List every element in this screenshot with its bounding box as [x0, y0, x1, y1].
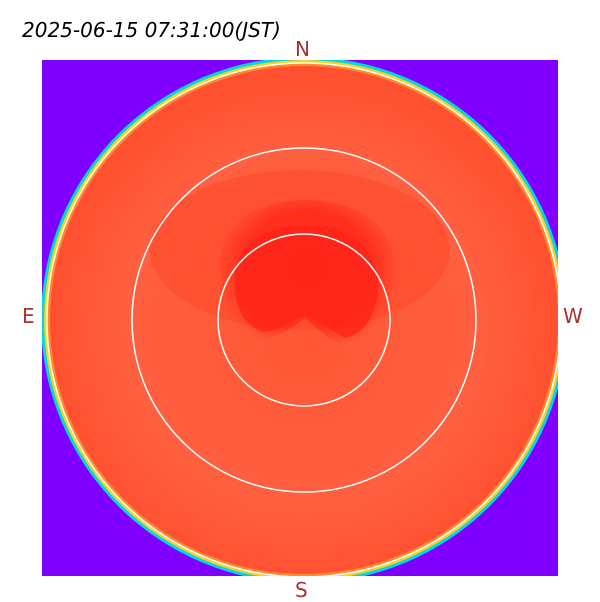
range-ring-inner — [217, 233, 391, 407]
sky-disk — [50, 66, 558, 574]
range-ring-outer — [46, 62, 562, 578]
timestamp: 2025-06-15 07:31:00(JST) — [22, 18, 281, 42]
range-ring-middle — [131, 147, 477, 493]
compass-east-label: E — [22, 304, 35, 328]
compass-west-label: W — [563, 304, 583, 328]
compass-north-label: N — [295, 37, 310, 61]
compass-south-label: S — [295, 578, 308, 602]
zenith-core — [234, 225, 379, 338]
